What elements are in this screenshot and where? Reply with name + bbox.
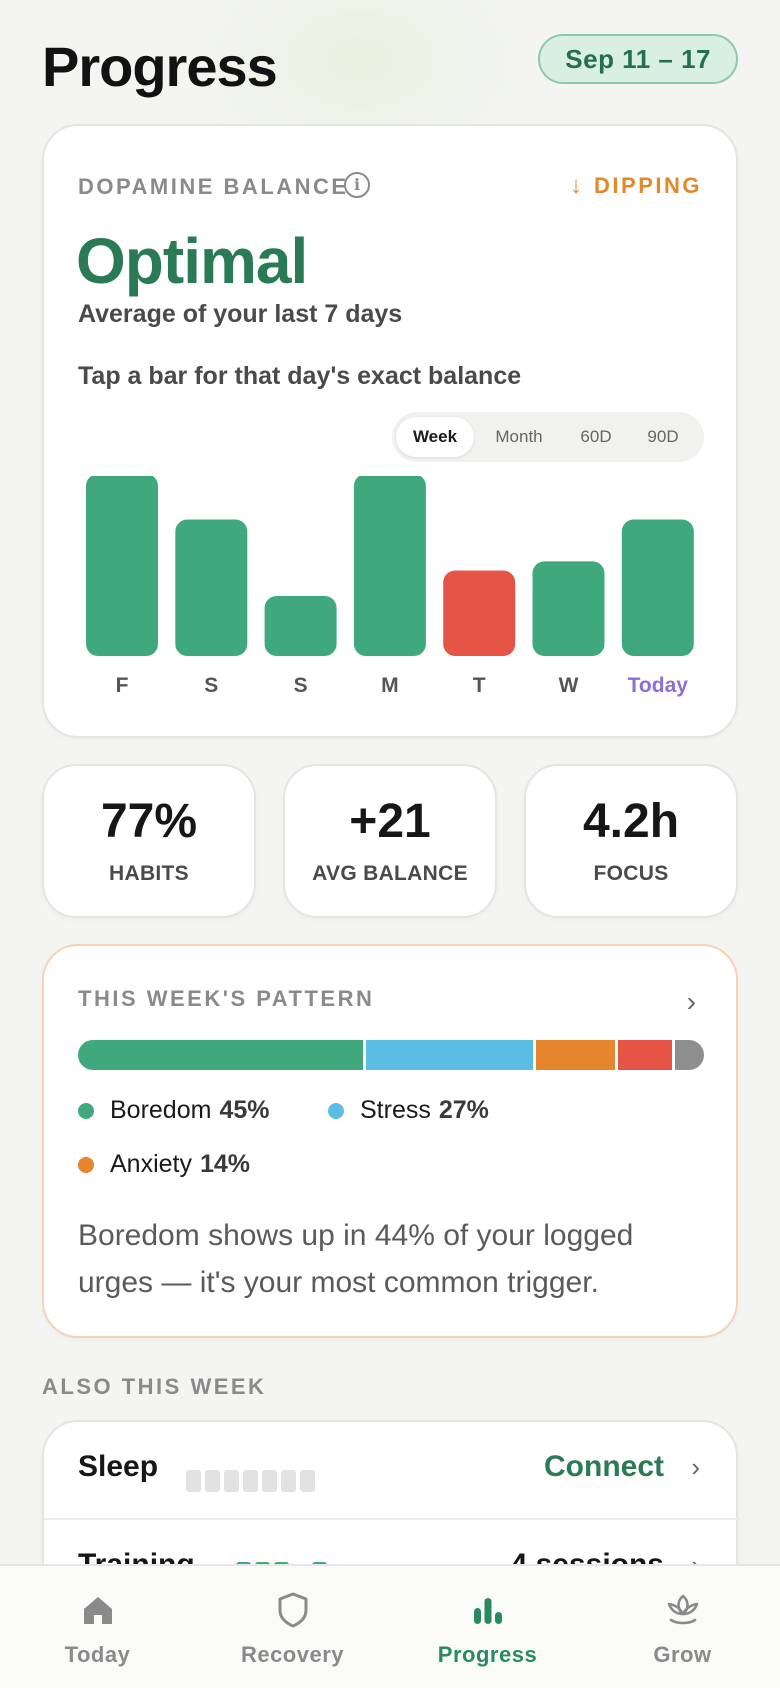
balance-status: Optimal	[76, 225, 308, 297]
tab-grow[interactable]: Grow	[585, 1566, 780, 1688]
stack-segment	[672, 1040, 704, 1070]
legend-dot	[328, 1102, 344, 1119]
chart-tick-label: W	[559, 674, 579, 697]
legend-dot	[78, 1156, 94, 1173]
tab-progress[interactable]: Progress	[390, 1566, 585, 1688]
weekly-pattern-card[interactable]: THIS WEEK'S PATTERN › Boredom 45% Stress…	[42, 944, 738, 1338]
stat-value: 77%	[100, 795, 198, 848]
chart-bar[interactable]	[532, 561, 605, 656]
chart-tick-label: T	[473, 674, 486, 697]
chevron-right-icon[interactable]: ›	[686, 986, 696, 1017]
balance-section-label: DOPAMINE BALANCE	[78, 174, 349, 199]
range-60d-button[interactable]: 60D	[580, 427, 612, 446]
stat-label: HABITS	[109, 862, 189, 885]
chart-bar[interactable]	[353, 476, 426, 656]
sprout-icon	[667, 1594, 698, 1625]
chart-bar[interactable]	[443, 570, 516, 656]
legend-pct: 45%	[219, 1096, 270, 1124]
trend-label: DIPPING	[594, 173, 702, 198]
tick	[224, 1470, 239, 1492]
trend-indicator: ↓ DIPPING	[570, 172, 702, 200]
tab-recovery[interactable]: Recovery	[195, 1566, 390, 1688]
arrow-down-icon: ↓	[570, 172, 583, 199]
stat-card-avg-balance: +21 AVG BALANCE	[283, 764, 497, 918]
sleep-row[interactable]: Sleep Connect ›	[44, 1422, 740, 1520]
tab-label: Grow	[653, 1642, 712, 1667]
stack-segment	[78, 1040, 363, 1070]
stat-value: 4.2h	[582, 795, 680, 848]
bottom-tab-bar: Today Recovery Progress Grow	[0, 1564, 780, 1688]
pattern-section-label: THIS WEEK'S PATTERN	[78, 986, 375, 1011]
legend-pct: 14%	[199, 1150, 251, 1178]
tick	[300, 1470, 315, 1492]
stack-segment	[615, 1040, 673, 1070]
trigger-stacked-bar	[78, 1040, 704, 1070]
legend-item-anxiety: Anxiety 14%	[78, 1150, 250, 1179]
chart-tick-label: S	[204, 674, 218, 697]
stat-value: +21	[349, 795, 431, 848]
chart-bar[interactable]	[86, 476, 158, 656]
tick	[205, 1470, 220, 1492]
balance-bar-chart: F S S M T W Today	[86, 476, 694, 697]
legend-name: Stress	[360, 1096, 431, 1124]
chart-tick-label: F	[116, 674, 129, 697]
legend-item-boredom: Boredom 45%	[78, 1096, 270, 1125]
bar-chart-icon	[473, 1598, 502, 1624]
tick	[186, 1470, 201, 1492]
stack-segment	[533, 1040, 616, 1070]
legend-name: Boredom	[110, 1096, 212, 1124]
stat-label: AVG BALANCE	[312, 862, 468, 885]
tick	[281, 1470, 296, 1492]
legend-item-stress: Stress 27%	[328, 1096, 489, 1125]
chevron-right-icon[interactable]: ›	[691, 1452, 700, 1482]
sleep-title: Sleep	[78, 1450, 159, 1483]
chart-bar[interactable]	[264, 595, 337, 656]
chart-tick-label: M	[381, 674, 399, 697]
chart-tick-label: S	[294, 674, 308, 697]
legend-dot	[78, 1102, 94, 1119]
range-week-button[interactable]: Week	[396, 417, 474, 457]
chart-bar[interactable]	[175, 519, 248, 657]
chart-tick-label: Today	[628, 674, 689, 697]
stat-card-habits: 77% HABITS	[42, 764, 256, 918]
page-title: Progress	[42, 35, 278, 98]
also-this-week-heading: ALSO THIS WEEK	[42, 1374, 267, 1399]
stack-segment	[362, 1040, 534, 1070]
tick	[243, 1470, 258, 1492]
header: Progress Sep 11 – 17	[42, 30, 738, 100]
chart-bar[interactable]	[621, 519, 694, 657]
connect-button[interactable]: Connect	[544, 1450, 664, 1483]
divider	[44, 1518, 740, 1520]
tab-label: Recovery	[240, 1642, 345, 1667]
home-icon	[83, 1597, 112, 1624]
balance-subtitle: Average of your last 7 days	[78, 300, 403, 328]
info-icon[interactable]: i	[344, 172, 370, 198]
sleep-week-ticks	[186, 1470, 319, 1492]
legend-name: Anxiety	[110, 1150, 192, 1178]
shield-icon	[278, 1592, 307, 1628]
tab-label: Today	[64, 1642, 131, 1667]
dopamine-balance-card: DOPAMINE BALANCE i ↓ DIPPING Optimal Ave…	[42, 124, 738, 738]
legend-pct: 27%	[438, 1096, 489, 1124]
date-range-button[interactable]: Sep 11 – 17	[538, 34, 738, 84]
stat-card-focus: 4.2h FOCUS	[524, 764, 738, 918]
tick	[262, 1470, 277, 1492]
chart-hint: Tap a bar for that day's exact balance	[78, 362, 522, 390]
range-90d-button[interactable]: 90D	[647, 427, 679, 446]
stat-label: FOCUS	[593, 862, 669, 885]
pattern-insight: Boredom shows up in 44% of your logged u…	[78, 1219, 634, 1299]
tab-today[interactable]: Today	[0, 1566, 195, 1688]
range-selector: Week Month 60D 90D	[392, 412, 704, 462]
tab-label: Progress	[437, 1642, 538, 1667]
range-month-button[interactable]: Month	[495, 427, 543, 446]
